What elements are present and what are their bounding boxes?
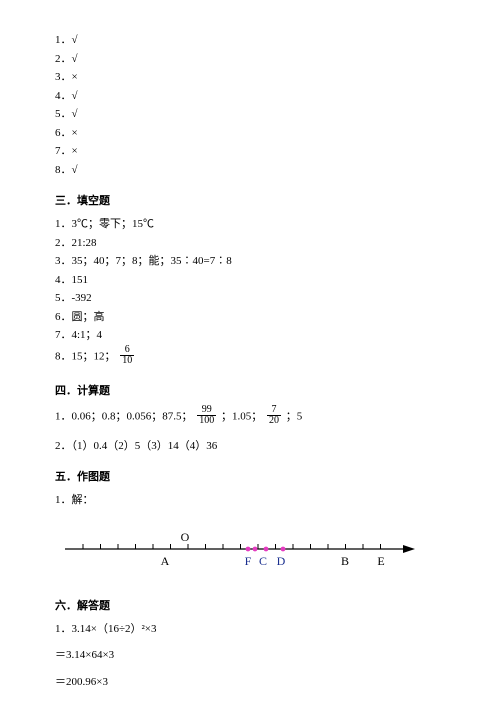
fraction-denominator: 20 [267,416,281,427]
svg-text:D: D [277,554,286,568]
true-false-list: 1．√ 2．√ 3．× 4．√ 5．√ 6．× 7．× 8．√ [55,32,445,178]
s3-line: 6．圆；高 [55,309,445,326]
tf-item: 4．√ [55,88,445,105]
svg-text:A: A [161,554,170,568]
section-3-title: 三．填空题 [55,192,445,208]
s3-line-8: 8．15；12； 6 10 [55,346,445,368]
spacer [55,639,445,645]
spacer [55,666,445,672]
s3-line: 1．3℃；零下；15℃ [55,216,445,233]
svg-text:C: C [259,554,267,568]
tf-item: 3．× [55,69,445,86]
fraction-denominator: 100 [197,416,216,427]
s6-line: ＝200.96×3 [55,674,445,691]
s4-q1-b: ；1.05； [221,410,262,422]
s5-line: 1．解： [55,492,445,509]
tf-item: 6．× [55,125,445,142]
s3-l8-text: 8．15；12； [55,350,116,362]
tf-item: 7．× [55,143,445,160]
svg-text:F: F [245,554,252,568]
svg-text:B: B [341,554,349,568]
s4-line-2: 2．（1）0.4（2）5（3）14（4）36 [55,438,445,455]
s6-line: 1．3.14×（16÷2）²×3 [55,621,445,638]
section-5-title: 五．作图题 [55,468,445,484]
section-6-title: 六．解答题 [55,597,445,613]
tf-item: 5．√ [55,106,445,123]
tf-item: 8．√ [55,162,445,179]
fraction: 7 20 [267,405,281,427]
tf-item: 2．√ [55,51,445,68]
s3-line: 2．21:28 [55,235,445,252]
number-line-diagram: OA FCD B E [55,527,445,583]
spacer [55,430,445,436]
s3-line: 4．151 [55,272,445,289]
tf-item: 1．√ [55,32,445,49]
fraction: 99 100 [197,405,216,427]
s3-line: 7．4:1；4 [55,327,445,344]
s3-line: 5．-392 [55,290,445,307]
svg-text:E: E [377,554,384,568]
page-root: 1．√ 2．√ 3．× 4．√ 5．√ 6．× 7．× 8．√ 三．填空题 1．… [0,0,500,722]
section-4-title: 四．计算题 [55,382,445,398]
s6-line: ＝3.14×64×3 [55,647,445,664]
s3-line: 3．35；40；7；8；能；35∶40=7∶8 [55,253,445,270]
number-line-svg: OA FCD B E [55,527,425,583]
fraction-denominator: 10 [120,356,134,367]
s4-line-1: 1．0.06；0.8；0.056；87.5； 99 100 ；1.05； 7 2… [55,406,445,428]
s4-q1-c: ；5 [286,410,303,422]
fraction: 6 10 [120,345,134,367]
s4-q1-a: 1．0.06；0.8；0.056；87.5； [55,410,193,422]
svg-text:O: O [181,530,190,544]
